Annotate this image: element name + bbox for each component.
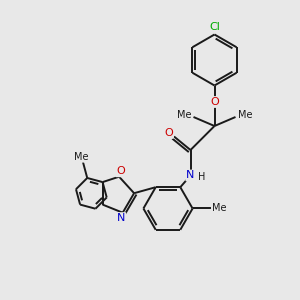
Text: N: N xyxy=(117,213,125,223)
Text: H: H xyxy=(198,172,206,182)
Text: Me: Me xyxy=(212,203,226,214)
Text: O: O xyxy=(164,128,173,138)
Text: O: O xyxy=(116,166,125,176)
Text: Me: Me xyxy=(177,110,191,121)
Text: N: N xyxy=(186,170,195,181)
Text: Me: Me xyxy=(238,110,252,121)
Text: Cl: Cl xyxy=(209,22,220,32)
Text: Me: Me xyxy=(74,152,88,162)
Text: O: O xyxy=(210,97,219,107)
